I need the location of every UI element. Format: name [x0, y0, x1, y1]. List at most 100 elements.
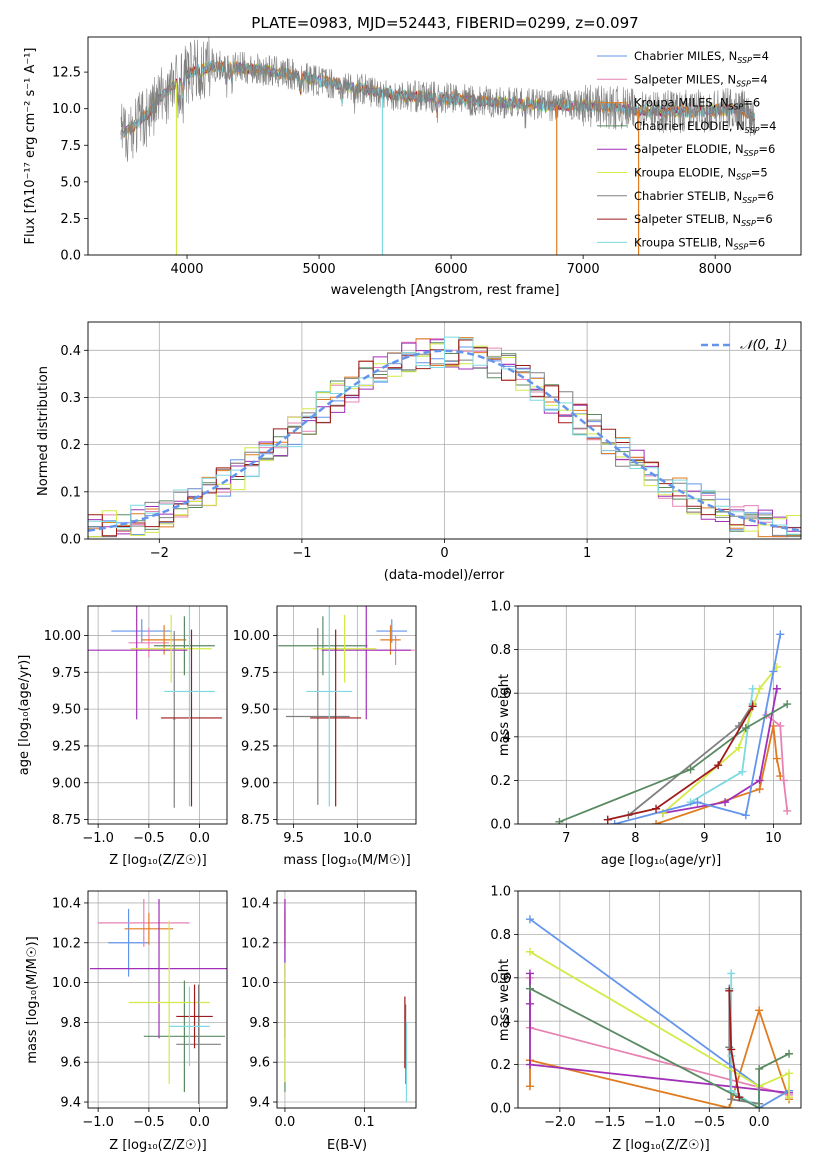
wZ-ytick-label: 0.8: [490, 928, 511, 943]
spectrum-ytick-label: 2.5: [60, 212, 81, 227]
mass-vs-ebv-panel: 0.0 0.1 9.4 9.6 9.8 10.0 10.2 10.4 E(B-V): [241, 890, 417, 1153]
weight-marker-chabrier_miles: [769, 667, 778, 676]
weight-marker-chabrier_elodie: [755, 1064, 764, 1073]
weight-marker-salpeter_elodie: [721, 798, 730, 807]
massZ-xtick-label: −0.5: [133, 1115, 165, 1130]
wAge-ytick-label: 0.2: [490, 774, 511, 789]
massZ-axes: −1.0 −0.5 0.0 9.4 9.6 9.8 10.0 10.2 10.4: [52, 890, 228, 1130]
wAge-xtick-label: 7: [562, 831, 570, 846]
residuals-xtick-label: 1: [583, 546, 591, 561]
normal-curve: [88, 349, 801, 532]
weight-marker-salpeter_miles: [779, 776, 788, 785]
weight-marker-kroupa_elodie: [525, 947, 534, 956]
wAge-ytick-label: 0.0: [490, 818, 511, 833]
wZ-ytick-label: 0.2: [490, 1058, 511, 1073]
weight-vs-metallicity-ylabel: mass weight: [497, 959, 512, 1041]
spectrum-xlabel: wavelength [Angstrom, rest frame]: [331, 283, 560, 298]
spectrum-ytick-label: 10.0: [52, 102, 81, 117]
weight-marker-chabrier_elodie: [741, 724, 750, 733]
residuals-ylabel: Normed distribution: [36, 366, 51, 496]
spectrum-xtick-label: 4000: [170, 262, 203, 277]
wAge-ytick-label: 0.4: [490, 730, 511, 745]
residuals-xtick-label: −1: [292, 546, 311, 561]
wZ-ytick-label: 0.6: [490, 971, 511, 986]
residuals-xtick-label: −2: [150, 546, 169, 561]
residual-histogram-kroupa_stelib: [88, 336, 801, 539]
spectrum-frame: [87, 36, 802, 256]
residuals-xtick-label: 2: [726, 546, 734, 561]
weight-marker-salpeter_stelib: [727, 1045, 736, 1054]
massZ-ytick-label: 9.4: [60, 1096, 81, 1111]
weight-marker-salpeter_stelib: [714, 761, 723, 770]
ageZ-xtick-label: −1.0: [82, 831, 114, 846]
ageZ-xtick-label: −0.5: [133, 831, 165, 846]
weight-marker-salpeter_elodie: [525, 969, 534, 978]
spectrum-xtick-label: 6000: [435, 262, 468, 277]
weight-vs-age-ylabel: mass weight: [497, 674, 512, 756]
spectrum-ytick-label: 0.0: [60, 249, 81, 264]
wZ-data: [525, 915, 794, 1108]
wZ-xtick-label: −1.0: [644, 1115, 676, 1130]
spectrum-ytick-label: 5.0: [60, 175, 81, 190]
age-vs-metallicity-ylabel: age [log₁₀(age/yr)]: [17, 655, 32, 776]
age-vs-mass-panel: 9.5 10.0 8.75 9.00 9.25 9.50 9.75 10.00 mass [l…: [233, 605, 417, 868]
massZ-ytick-label: 9.6: [60, 1056, 81, 1071]
massZ-ytick-label: 10.4: [52, 896, 81, 911]
wZ-axes: −2.0 −1.5 −1.0 −0.5 0.0 0.0 0.2 0.4 0.6 0.8 1.0: [490, 885, 802, 1130]
wAge-frame: [517, 605, 802, 825]
legend-label-kroupa_elodie: Kroupa ELODIE, NSSP=5: [634, 166, 768, 182]
ageZ-ytick-label: 9.50: [52, 703, 81, 718]
spectrum-xtick-label: 7000: [567, 262, 600, 277]
ageZ-axes: −1.0 −0.5 0.0 8.75 9.00 9.25 9.50 9.75 10.00: [44, 605, 228, 846]
weight-marker-kroupa_stelib: [738, 767, 747, 776]
wAge-data: [555, 630, 792, 824]
wZ-ytick-label: 0.4: [490, 1015, 511, 1030]
weight-line-chabrier_elodie: [529, 987, 790, 1108]
massE-ytick-label: 9.8: [249, 1016, 270, 1031]
residuals-ytick-label: 0.0: [60, 533, 81, 548]
weight-vs-metallicity-xlabel: Z [log₁₀(Z/Z☉)]: [612, 1138, 709, 1153]
spectrum-title: PLATE=0983, MJD=52443, FIBERID=0299, z=0…: [251, 14, 638, 32]
mass-vs-metallicity-ylabel: mass [log₁₀(M/M☉)]: [25, 936, 40, 1063]
ageZ-xtick-label: 0.0: [189, 831, 210, 846]
weight-vs-metallicity-panel: −2.0 −1.5 −1.0 −0.5 0.0 0.0 0.2 0.4 0.6 0.8 1.0 Z …: [490, 885, 802, 1153]
spectrum-panel: PLATE=0983, MJD=52443, FIBERID=0299, z=0…: [23, 14, 802, 298]
spectrum-axes: 4000 5000 6000 7000 8000 0.0 2.5 5.0 7.5 10.0 12.5: [52, 36, 802, 277]
spectrum-xtick-label: 5000: [303, 262, 336, 277]
weight-marker-kroupa_stelib: [727, 969, 736, 978]
residuals-frame: [87, 321, 802, 540]
wAge-xtick-label: 10: [765, 831, 782, 846]
ageM-ytick-label: 9.75: [241, 666, 270, 681]
wAge-ytick-label: 1.0: [490, 600, 511, 615]
wZ-xtick-label: −2.0: [544, 1115, 576, 1130]
weight-marker-kroupa_elodie: [734, 743, 743, 752]
weight-marker-salpeter_stelib: [748, 702, 757, 711]
massE-data: [284, 898, 408, 1103]
weight-line-kroupa_elodie: [529, 951, 790, 1098]
wAge-axes: 7 8 9 10 0.0 0.2 0.4 0.6 0.8 1.0: [490, 600, 802, 846]
massE-grid: [277, 891, 416, 1108]
massZ-grid: [88, 891, 227, 1108]
weight-vs-age-panel: 7 8 9 10 0.0 0.2 0.4 0.6 0.8 1.0 age [log₁₀(age/y…: [490, 600, 802, 868]
legend-label-salpeter_miles: Salpeter MILES, NSSP=4: [634, 72, 768, 88]
massZ-ytick-label: 10.2: [52, 936, 81, 951]
massE-frame: [276, 890, 417, 1109]
residuals-panel: −2 −1 0 1 2 0.0 0.1 0.2 0.3 0.4 (data-model)/erro…: [36, 321, 802, 583]
residuals-xtick-label: 0: [440, 546, 448, 561]
weight-marker-chabrier_elodie: [755, 1104, 764, 1108]
weight-marker-salpeter_stelib: [652, 804, 661, 813]
residuals-legend: 𝒩(0, 1): [701, 338, 787, 353]
legend-label-salpeter_stelib: Salpeter STELIB, NSSP=6: [634, 212, 773, 228]
weight-marker-salpeter_elodie: [755, 776, 764, 785]
wZ-frame: [517, 890, 802, 1109]
age-vs-mass-xlabel: mass [log₁₀(M/M☉)]: [283, 853, 410, 868]
weight-marker-chabrier_elodie: [783, 700, 792, 709]
weight-marker-chabrier_miles: [741, 811, 750, 820]
weight-marker-chabrier_elodie: [785, 1049, 794, 1058]
legend-label-kroupa_stelib: Kroupa STELIB, NSSP=6: [634, 235, 765, 251]
weight-line-chabrier_elodie: [559, 703, 788, 823]
weight-marker-chabrier_elodie: [525, 984, 534, 993]
weight-marker-salpeter_miles: [783, 806, 792, 815]
ageM-ytick-label: 9.50: [241, 703, 270, 718]
mass-vs-metallicity-xlabel: Z [log₁₀(Z/Z☉)]: [109, 1138, 206, 1153]
